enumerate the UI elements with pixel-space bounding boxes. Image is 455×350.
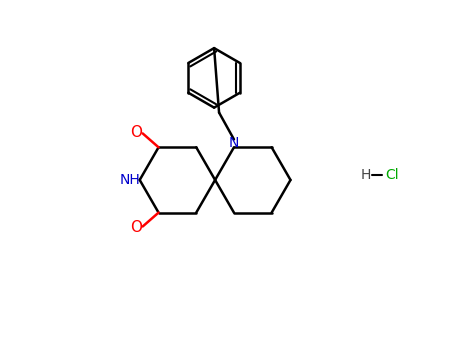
Text: O: O [130, 220, 142, 235]
Text: NH: NH [119, 173, 140, 187]
Text: H: H [361, 168, 371, 182]
Text: N: N [229, 136, 239, 150]
Text: O: O [130, 125, 142, 140]
Text: Cl: Cl [385, 168, 399, 182]
